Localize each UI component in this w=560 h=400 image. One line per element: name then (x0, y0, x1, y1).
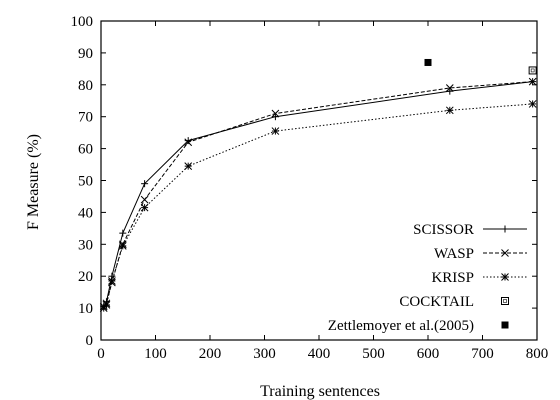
axes-layer: 0 100 200 300 400 500 600 700 800 0 10 20 30 40 50 60 70… (71, 14, 549, 362)
data-point (445, 106, 454, 115)
data-point (528, 66, 537, 75)
legend-entry: WASP (434, 246, 527, 262)
series-zettlemoyer-et-al-2005 (424, 58, 432, 66)
series-cocktail (528, 66, 537, 75)
x-tick-label: 100 (144, 346, 167, 362)
data-point (271, 113, 279, 121)
x-tick-label: 400 (308, 346, 331, 362)
data-point (119, 229, 127, 237)
data-point (528, 77, 537, 86)
legend-entry: KRISP (431, 270, 527, 286)
data-point (271, 109, 280, 118)
x-tick-label: 500 (362, 346, 385, 362)
legend-label: SCISSOR (413, 222, 474, 238)
legend-entry: SCISSOR (413, 222, 527, 238)
data-point (102, 301, 111, 309)
y-tick-label: 90 (78, 46, 93, 62)
data-point (528, 100, 537, 108)
y-tick-label: 80 (78, 78, 93, 94)
x-tick-label: 300 (253, 346, 276, 362)
y-tick-label: 70 (78, 110, 93, 126)
data-point (141, 180, 149, 188)
legend-label: WASP (434, 246, 474, 262)
data-point (445, 84, 454, 92)
y-tick-label: 10 (78, 301, 93, 317)
y-tick-label: 100 (71, 14, 94, 30)
legend-label: COCKTAIL (399, 294, 474, 310)
legend-label: Zettlemoyer et al.(2005) (328, 318, 474, 334)
x-axis-title: Training sentences (260, 383, 380, 400)
x-tick-label: 600 (417, 346, 440, 362)
legend-marker (501, 321, 509, 329)
y-axis-title: F Measure (%) (25, 134, 42, 230)
legend-marker (501, 273, 509, 281)
y-tick-label: 60 (78, 142, 93, 158)
data-point (140, 195, 149, 204)
data-point (184, 138, 193, 147)
data-point (118, 242, 127, 250)
y-tick-label: 0 (86, 333, 94, 349)
legend-entry: Zettlemoyer et al.(2005) (328, 318, 509, 334)
legend-entry: COCKTAIL (399, 294, 509, 310)
y-tick-label: 30 (78, 237, 93, 253)
data-point (108, 277, 116, 285)
y-tick-label: 40 (78, 205, 93, 221)
x-tick-label: 0 (97, 346, 105, 362)
x-tick-label: 700 (471, 346, 494, 362)
legend-marker (501, 225, 509, 233)
data-point (424, 58, 432, 66)
data-point (446, 87, 454, 95)
data-point (184, 162, 193, 170)
legend-marker (501, 249, 509, 257)
y-tick-label: 50 (78, 174, 93, 190)
plot-frame (100, 20, 538, 341)
x-tick-label: 200 (199, 346, 222, 362)
legend-marker (501, 297, 509, 305)
x-tick-label: 800 (526, 346, 549, 362)
data-point (271, 127, 280, 135)
series-krisp (99, 100, 537, 312)
y-tick-label: 20 (78, 269, 93, 285)
legend-label: KRISP (431, 270, 474, 286)
series-layer (99, 58, 537, 312)
legend: SCISSOR WASP KRISP COCKTAIL Zettlemoyer et a… (328, 222, 527, 334)
data-point (140, 203, 149, 212)
